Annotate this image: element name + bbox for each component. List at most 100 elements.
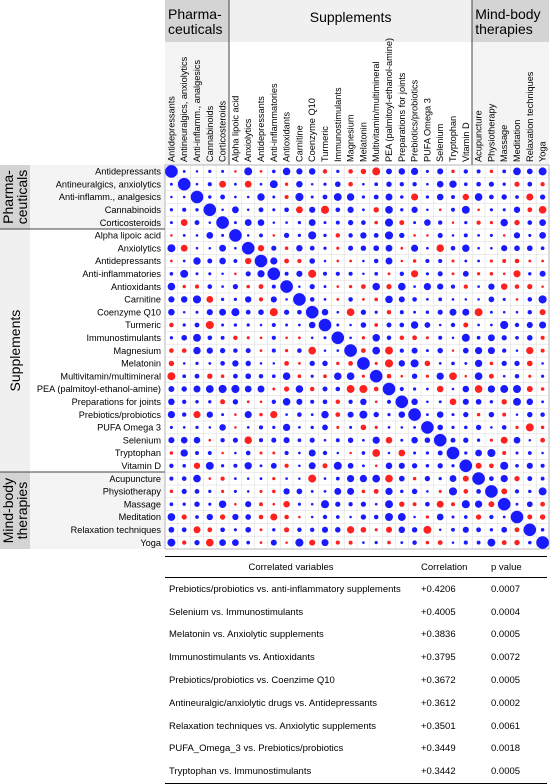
- correlation-dot: [310, 515, 314, 519]
- cell-correlation: +0.3501: [421, 720, 456, 732]
- correlation-dot: [244, 219, 252, 227]
- correlation-dot: [361, 451, 366, 455]
- correlation-dot: [477, 298, 480, 301]
- correlation-dot: [526, 168, 533, 175]
- correlation-dot: [362, 298, 365, 301]
- correlation-dot: [374, 361, 378, 365]
- correlation-dot: [282, 398, 291, 406]
- correlation-dot: [271, 437, 277, 443]
- correlation-dot: [539, 219, 546, 226]
- row-label: Relaxation techniques: [71, 525, 162, 535]
- correlation-dot: [400, 426, 404, 429]
- correlation-dot: [194, 220, 200, 226]
- correlation-dot: [513, 436, 521, 444]
- correlation-dot: [335, 438, 340, 443]
- correlation-dot: [233, 528, 237, 532]
- row-label: Antioxidants: [111, 282, 161, 292]
- correlation-dot: [336, 323, 340, 327]
- correlation-dot: [257, 219, 265, 226]
- correlation-dot: [322, 399, 328, 405]
- correlation-dot: [348, 399, 353, 404]
- correlation-dot: [310, 425, 314, 430]
- row-label: Multivitamin/multimineral: [60, 371, 161, 381]
- correlation-dot: [181, 488, 187, 494]
- correlation-dot: [426, 246, 429, 250]
- correlation-dot: [323, 349, 327, 352]
- correlation-dot: [309, 258, 316, 264]
- correlation-dot: [528, 233, 532, 237]
- correlation-dot: [373, 258, 379, 264]
- correlation-dot: [400, 246, 404, 250]
- correlation-dot: [502, 169, 507, 174]
- correlation-dot: [167, 538, 176, 547]
- correlation-dot: [476, 272, 481, 276]
- correlation-dot: [385, 474, 393, 483]
- correlation-dot: [333, 461, 342, 470]
- correlation-dot: [475, 398, 482, 405]
- correlation-dot: [283, 527, 290, 533]
- correlation-dot: [244, 436, 252, 444]
- correlation-dot: [413, 234, 416, 237]
- correlation-dot: [464, 361, 468, 365]
- correlation-dot: [245, 257, 252, 265]
- correlation-dot: [463, 489, 469, 494]
- correlation-dot: [219, 347, 226, 354]
- correlation-dot: [322, 169, 328, 174]
- correlation-dot: [514, 322, 520, 328]
- correlation-dot: [269, 180, 278, 189]
- correlation-dot: [476, 335, 481, 340]
- correlation-dot: [527, 451, 532, 455]
- correlation-dot: [308, 474, 317, 483]
- correlation-dot: [541, 285, 544, 288]
- correlation-dot: [182, 234, 186, 237]
- correlation-dot: [451, 502, 455, 507]
- correlation-dot: [259, 233, 263, 238]
- correlation-dot: [373, 207, 379, 213]
- correlation-dot: [437, 168, 444, 175]
- correlation-dot: [501, 399, 507, 405]
- correlation-dot: [309, 360, 315, 367]
- correlation-dot: [335, 220, 340, 225]
- correlation-dot: [490, 323, 493, 327]
- correlation-dot: [515, 502, 519, 506]
- correlation-dot: [309, 206, 316, 213]
- correlation-dot: [219, 424, 226, 431]
- correlation-dot: [272, 476, 276, 481]
- group-title-left: Mind-bodytherapies: [0, 478, 30, 543]
- cell-variables: Antineuralgic/anxiolytic drugs vs. Antid…: [169, 697, 378, 709]
- correlation-dot: [220, 527, 225, 533]
- correlation-dot: [258, 514, 264, 520]
- correlation-dot: [336, 310, 340, 314]
- row-label: Anti-inflammatories: [82, 269, 161, 279]
- correlation-dot: [271, 374, 276, 379]
- correlation-dot: [208, 272, 212, 276]
- correlation-dot: [297, 527, 302, 533]
- correlation-dot: [474, 500, 483, 508]
- group-title-top: Supplements: [310, 9, 392, 25]
- correlation-dot: [425, 413, 429, 417]
- correlation-dot: [322, 514, 328, 520]
- correlation-dot: [528, 272, 532, 276]
- group-band-top: [472, 0, 549, 42]
- correlation-dot: [489, 438, 493, 442]
- correlation-dot: [515, 425, 519, 430]
- correlation-dot: [411, 436, 418, 444]
- correlation-dot: [182, 426, 186, 429]
- correlation-dot: [206, 347, 213, 354]
- correlation-dot: [462, 526, 469, 533]
- correlation-dot: [348, 284, 353, 289]
- column-label-panel: [165, 42, 229, 165]
- correlation-dot: [476, 169, 481, 174]
- correlation-dot: [438, 476, 442, 481]
- correlation-dot: [234, 182, 237, 186]
- correlation-dot: [310, 374, 314, 378]
- correlation-dot: [464, 182, 468, 186]
- correlation-dot: [219, 514, 226, 520]
- correlation-dot: [374, 541, 378, 545]
- column-label: Antioxidants: [282, 112, 292, 162]
- correlation-dot: [246, 477, 250, 480]
- correlation-dot: [501, 335, 507, 341]
- row-label: Turmeric: [125, 320, 161, 330]
- correlation-dot: [413, 285, 416, 288]
- correlation-dot: [399, 501, 405, 507]
